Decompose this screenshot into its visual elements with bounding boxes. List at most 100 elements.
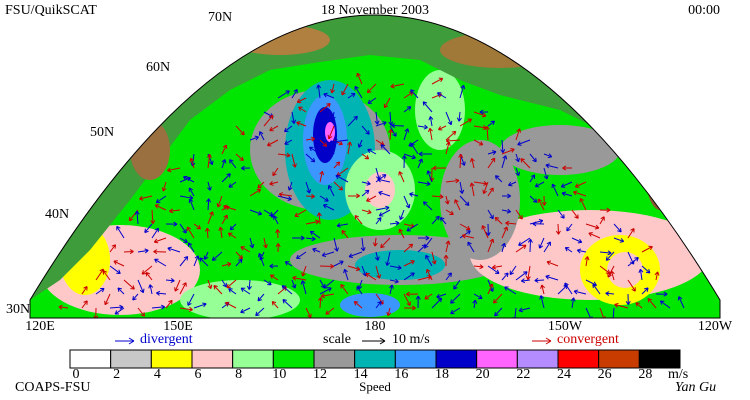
wind-arrow [625,293,631,305]
wind-arrow [283,125,293,133]
wind-arrow [116,225,125,239]
lon-label: 150E [163,319,193,334]
wind-arrow [229,159,237,169]
wind-arrow [473,180,488,186]
colorbar-tick-label: 20 [476,367,490,382]
wind-arrow [281,285,293,295]
wind-arrow [207,211,214,225]
colorbar-tick-label: 14 [354,367,368,382]
wind-arrow [300,280,307,295]
wind-arrow [360,237,366,252]
wind-arrow [450,307,461,315]
wind-arrow [167,246,181,253]
wind-arrow [327,185,335,197]
wind-arrow [389,220,400,226]
wind-arrow [525,265,531,280]
wind-arrow [218,226,224,239]
wind-arrow [305,153,316,163]
wind-arrow [246,279,252,290]
wind-arrow [361,125,370,135]
wind-arrow [494,175,503,183]
wind-arrow [375,300,382,309]
wind-arrow [206,154,212,169]
wind-arrow [588,232,601,239]
convergent-arrow-head [545,337,552,345]
wind-arrow [241,165,251,171]
wind-arrow [322,203,335,211]
map-frame [29,14,721,319]
wind-arrow [102,270,111,281]
wind-arrow [599,250,612,256]
wind-arrow [333,181,344,191]
wind-arrow [347,265,361,272]
colorbar-swatch [69,349,112,369]
wind-arrow [461,233,475,239]
wind-arrow [257,293,265,302]
wind-arrow [410,142,419,155]
wind-arrow [389,265,402,270]
wind-arrow [347,92,356,99]
wind-arrow [316,212,322,225]
wind-arrow [189,157,195,169]
wind-arrow [431,77,444,85]
wind-arrow [386,307,392,317]
wind-arrow [313,125,321,138]
wind-arrow [296,97,307,104]
wind-arrow [564,246,573,253]
wind-arrow [137,279,145,294]
wind-arrow [348,251,363,259]
wind-arrow [211,251,223,261]
speed-region [340,293,400,317]
wind-arrow [469,182,475,197]
wind-arrow [573,190,587,197]
wind-arrow [389,278,399,284]
wind-arrow [515,244,527,253]
wind-arrow [104,293,111,306]
wind-arrow [445,272,452,281]
wind-arrow [229,223,237,231]
wind-arrow [228,181,237,188]
wind-arrow [203,251,209,260]
speed-region [313,107,337,163]
wind-arrow [459,223,471,231]
wind-arrow [518,307,531,313]
wind-arrow [319,170,325,183]
colorbar-tick-label: 2 [113,367,120,382]
wind-arrow [599,216,605,225]
wind-arrow [459,181,465,194]
wind-arrow [485,223,491,236]
wind-arrow [641,245,653,253]
wind-arrow [301,265,307,277]
wind-arrow [484,126,490,141]
wind-arrow [139,195,153,201]
wind-arrow [543,167,549,180]
wind-arrow [584,256,590,267]
wind-arrow [216,195,223,208]
wind-arrow [501,226,508,239]
wind-arrow [613,237,625,243]
wind-arrow [179,237,188,243]
scale-arrow-head [379,337,386,345]
wind-arrow [403,128,410,141]
wind-arrow [199,257,209,267]
wind-arrow [432,165,447,171]
wind-arrow [501,272,509,281]
wind-arrow [453,279,461,290]
wind-arrow [605,291,615,297]
wind-arrow [316,84,322,99]
wind-arrow [117,287,125,295]
wind-arrow [445,141,451,155]
wind-arrow [428,116,434,127]
wind-arrow [534,181,545,188]
wind-arrow [366,195,377,202]
lat-label: 70N [208,10,232,25]
wind-arrow [422,101,433,113]
wind-arrow [167,167,181,173]
wind-arrow [221,144,228,155]
wind-arrow [385,251,391,266]
wind-arrow [330,83,335,94]
wind-arrow [654,271,660,281]
wind-arrow [389,125,397,137]
wind-arrow [566,223,573,232]
legend-scale: scale [323,332,351,347]
